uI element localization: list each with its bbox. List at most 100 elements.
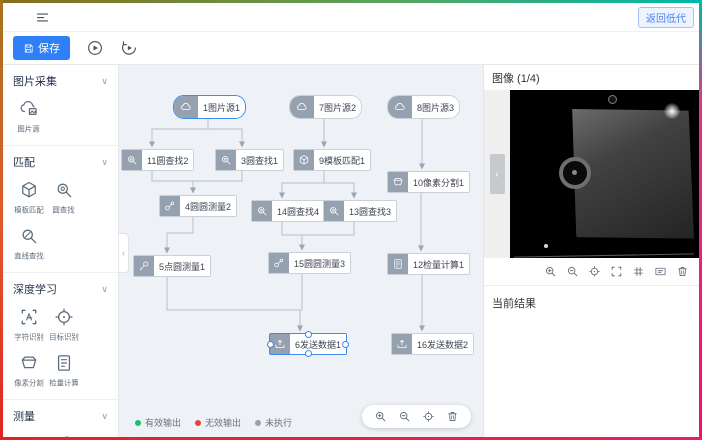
node-label: 6发送数据1 (290, 334, 347, 354)
send-icon (270, 334, 290, 354)
circle-search-icon (252, 201, 272, 221)
cube-icon (19, 180, 39, 200)
node-label: 10像素分割1 (408, 172, 470, 192)
chevron-left-icon: ‹ (122, 248, 125, 258)
node-image-source-2[interactable]: 7图片源2 (289, 95, 363, 119)
section-image-capture: 图片采集 ∨ 图片源 (3, 65, 118, 146)
save-button[interactable]: 保存 (13, 36, 70, 60)
zoom-in-icon[interactable] (544, 265, 557, 278)
node-label: 3圆查找1 (236, 150, 284, 170)
image-nav-strip: ‹ (484, 90, 510, 258)
sidebar-item-circle-circle-measure[interactable]: 圆圆测量 (13, 434, 44, 437)
node-circle-find-2[interactable]: 11圆查找2 (121, 149, 195, 171)
node-label: 1图片源1 (198, 96, 246, 118)
run-once-button[interactable] (86, 39, 104, 57)
node-circle-circle-measure-2[interactable]: 4圆圆测量2 (159, 195, 238, 217)
sidebar-item-template-match[interactable]: 模板匹配 (13, 180, 44, 216)
node-point-circle-measure-1[interactable]: 5点圆测量1 (133, 255, 212, 277)
grid-icon[interactable] (632, 265, 645, 278)
node-send-data-2[interactable]: 16发送数据2 (391, 333, 475, 355)
top-header: 返回低代 (3, 3, 699, 32)
preview-panel: 图像 (1/4) ‹ (483, 65, 699, 437)
node-image-source-1[interactable]: 1图片源1 (173, 95, 247, 119)
canvas-zoom-toolbar (362, 405, 471, 428)
measure-circle-circle-icon (160, 196, 180, 216)
section-measure: 测量 ∨ 圆圆测量 点圆测量 点点测量 (3, 400, 118, 437)
node-port-left[interactable] (267, 341, 274, 348)
circle-search-icon (324, 201, 344, 221)
run-continuous-button[interactable] (120, 39, 138, 57)
compare-icon[interactable] (654, 265, 667, 278)
canvas-legend: 有效输出 无效输出 未执行 (135, 416, 292, 429)
main-area: 图片采集 ∨ 图片源 匹配 ∨ 模板 (3, 65, 699, 437)
sidebar-item-object-detect[interactable]: 目标识别 (48, 307, 79, 343)
node-circle-find-3[interactable]: 13圆查找3 (323, 200, 398, 222)
zoom-out-icon[interactable] (398, 410, 411, 423)
section-title: 图片采集 (13, 76, 57, 88)
sidebar-item-pixel-segment[interactable]: 像素分割 (13, 353, 44, 389)
locate-icon[interactable] (588, 265, 601, 278)
cloud-icon (388, 96, 412, 118)
node-label: 12检量计算1 (408, 254, 470, 274)
sidebar-item-calc[interactable]: 检量计算 (48, 353, 79, 389)
node-calc-1[interactable]: 12检量计算1 (387, 253, 471, 275)
target-icon (54, 307, 74, 327)
sidebar-item-circle-find[interactable]: 圆查找 (48, 180, 79, 216)
node-image-source-3[interactable]: 8图片源3 (387, 95, 461, 119)
node-circle-find-4[interactable]: 14圆查找4 (251, 200, 326, 222)
node-template-match-1[interactable]: 9模板匹配1 (293, 149, 372, 171)
measure-circle-circle-icon (19, 434, 39, 437)
section-header[interactable]: 图片采集 ∨ (13, 73, 108, 89)
section-title: 匹配 (13, 157, 35, 169)
zoom-out-icon[interactable] (566, 265, 579, 278)
sidebar-item-ocr[interactable]: 字符识别 (13, 307, 44, 343)
zoom-in-icon[interactable] (374, 410, 387, 423)
measure-point-circle-icon (134, 256, 154, 276)
node-circle-find-1[interactable]: 3圆查找1 (215, 149, 285, 171)
sidebar-item-image-source[interactable]: 图片源 (13, 99, 44, 135)
trash-icon[interactable] (676, 265, 689, 278)
fullscreen-icon[interactable] (610, 265, 623, 278)
trash-icon[interactable] (446, 410, 459, 423)
image-toolbar (484, 258, 699, 286)
chevron-left-icon: ‹ (495, 168, 499, 180)
section-header[interactable]: 深度学习 ∨ (13, 281, 108, 297)
section-header[interactable]: 匹配 ∨ (13, 154, 108, 170)
segment-icon (388, 172, 408, 192)
sidebar-collapse-handle[interactable]: ‹ (119, 233, 129, 273)
save-button-label: 保存 (38, 43, 60, 55)
node-label: 14圆查找4 (272, 201, 325, 221)
segment-icon (19, 353, 39, 373)
part-speck (544, 243, 549, 248)
node-port-bottom[interactable] (305, 350, 312, 357)
part-bottom-edge (513, 253, 694, 258)
back-to-lowcode-button[interactable]: 返回低代 (638, 6, 694, 28)
flow-canvas[interactable]: ‹ (119, 65, 483, 437)
doc-calc-icon (388, 254, 408, 274)
node-pixel-segment-1[interactable]: 10像素分割1 (387, 171, 471, 193)
node-send-data-1[interactable]: 6发送数据1 (267, 331, 350, 357)
line-search-icon (19, 226, 39, 246)
cloud-icon (290, 96, 314, 118)
sidebar-item-line-find[interactable]: 直线查找 (13, 226, 44, 262)
node-label: 8图片源3 (412, 96, 460, 118)
sidebar-item-point-circle-measure[interactable]: 点圆测量 (48, 434, 79, 437)
camera-image[interactable] (510, 90, 699, 258)
prev-image-button[interactable]: ‹ (489, 154, 505, 194)
toolbar: 保存 (3, 32, 699, 65)
cube-icon (294, 150, 314, 170)
result-panel-title: 当前结果 (492, 298, 536, 310)
node-circle-circle-measure-3[interactable]: 15圆圆测量3 (268, 252, 352, 274)
legend-dot-green (135, 419, 141, 426)
node-port-right[interactable] (342, 341, 350, 348)
node-label: 11圆查找2 (142, 150, 194, 170)
menu-fold-icon[interactable] (35, 10, 50, 25)
locate-icon[interactable] (422, 410, 435, 423)
section-title: 深度学习 (13, 284, 57, 296)
part-ring-feature (559, 157, 592, 190)
section-header[interactable]: 测量 ∨ (13, 408, 108, 424)
node-port-top[interactable] (305, 331, 312, 338)
section-title: 测量 (13, 411, 35, 423)
module-sidebar: 图片采集 ∨ 图片源 匹配 ∨ 模板 (3, 65, 119, 437)
node-label: 13圆查找3 (344, 201, 397, 221)
